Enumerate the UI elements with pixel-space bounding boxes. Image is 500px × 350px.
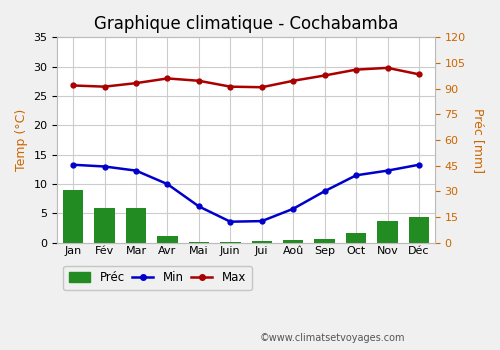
Bar — [157, 236, 178, 243]
Text: ©www.climatsetvoyages.com: ©www.climatsetvoyages.com — [260, 333, 406, 343]
Bar — [252, 241, 272, 243]
Title: Graphique climatique - Cochabamba: Graphique climatique - Cochabamba — [94, 15, 398, 33]
Bar — [126, 208, 146, 243]
Bar — [188, 241, 209, 243]
Bar — [94, 208, 115, 243]
Bar — [220, 241, 240, 243]
Bar — [283, 240, 304, 243]
Bar — [346, 232, 366, 243]
Bar — [314, 239, 335, 243]
Bar — [378, 220, 398, 243]
Bar — [63, 190, 84, 243]
Legend: Préc, Min, Max: Préc, Min, Max — [64, 266, 252, 290]
Y-axis label: Préc [mm]: Préc [mm] — [472, 107, 485, 173]
Y-axis label: Temp (°C): Temp (°C) — [15, 109, 28, 171]
Bar — [409, 217, 429, 243]
